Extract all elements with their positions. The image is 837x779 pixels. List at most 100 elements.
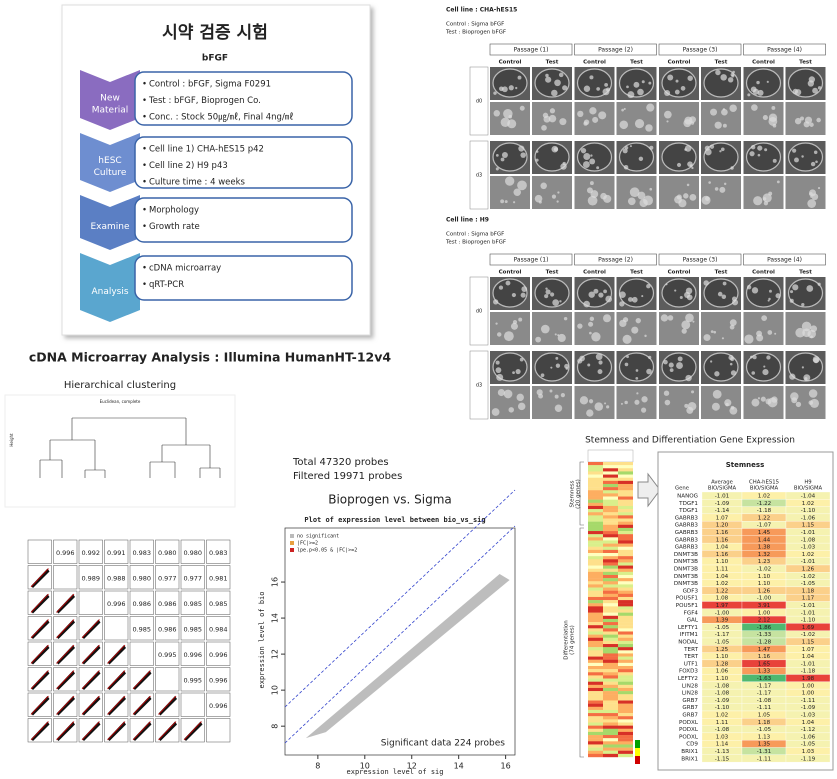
colony — [554, 79, 561, 87]
colony — [518, 145, 525, 152]
table-value: 1.35 — [758, 742, 771, 748]
step-box — [134, 197, 353, 243]
colony — [644, 334, 647, 338]
heatmap-cell — [588, 603, 603, 607]
heatmap-cell — [588, 490, 603, 494]
column-header: BIO/SIGMA — [750, 486, 779, 492]
heatmap-cell — [618, 490, 633, 494]
bullet: • — [142, 161, 147, 171]
colony — [556, 200, 559, 203]
mini-fit — [30, 644, 49, 664]
colony — [757, 397, 761, 400]
matrix-cell — [180, 565, 205, 590]
gene-name: UTF1 — [684, 661, 699, 667]
heatmap-cell — [603, 618, 618, 623]
colony — [583, 85, 591, 92]
heatmap-cell — [588, 662, 603, 667]
heatmap-cell — [588, 634, 603, 638]
group-label: (74 genes) — [570, 625, 576, 655]
column-label: Test — [799, 270, 812, 276]
heatmap-cell — [588, 672, 603, 676]
table-value: 1.05 — [758, 712, 771, 718]
colony — [721, 108, 728, 116]
heatmap-cell — [618, 728, 633, 733]
matrix-cell — [206, 641, 231, 666]
colony — [619, 301, 625, 307]
colony — [790, 290, 794, 294]
colony — [554, 404, 563, 412]
step-item: Culture time : 4 weeks — [149, 178, 246, 188]
matrix-cell — [180, 590, 205, 615]
colony — [583, 119, 590, 125]
colony — [548, 114, 557, 123]
heatmap-cell — [588, 537, 603, 541]
heatmap-cell — [618, 612, 633, 616]
table-value: 1.00 — [802, 691, 815, 697]
colony — [495, 167, 499, 171]
table-value: 1.03 — [802, 749, 815, 755]
colony — [597, 369, 603, 375]
heatmap-cell — [618, 725, 633, 729]
heatmap-cell — [603, 540, 618, 544]
colony — [497, 388, 505, 397]
heatmap-cell — [618, 600, 633, 604]
heatmap-cell — [618, 578, 633, 582]
colony — [719, 186, 726, 193]
heatmap-cell — [603, 574, 618, 579]
matrix-cell — [155, 616, 180, 641]
heatmap-cell — [603, 615, 618, 620]
colony — [729, 319, 737, 327]
heatmap-cell — [618, 684, 633, 689]
mini-fit — [158, 695, 177, 715]
table-value: -1.08 — [757, 698, 772, 704]
colony — [508, 85, 514, 91]
colony — [582, 161, 590, 169]
y-tick-label: 10 — [271, 685, 280, 695]
heatmap-cell — [603, 640, 618, 645]
column-header: CHA-hES15 — [749, 480, 779, 486]
mini-scatter — [133, 670, 152, 690]
colony — [792, 284, 799, 291]
heatmap-cell — [603, 549, 618, 554]
heatmap-cell — [588, 483, 603, 488]
mini-scatter — [133, 721, 152, 741]
heatmap-cell — [588, 553, 603, 557]
column-header: BIO/SIGMA — [708, 486, 737, 492]
heatmap-cell — [588, 477, 603, 482]
colony — [685, 287, 693, 295]
table-value: 1.26 — [758, 588, 771, 594]
heatmap-cell — [618, 537, 633, 541]
gene-name: CD9 — [686, 742, 698, 748]
heatmap-cell — [603, 672, 618, 676]
colony — [687, 75, 693, 81]
heatmap-cell — [603, 571, 618, 576]
colony — [689, 116, 697, 123]
column-label: Control — [752, 60, 775, 66]
correlation-value: 0.986 — [132, 600, 151, 608]
heatmap-cell — [603, 490, 618, 494]
colony — [586, 409, 594, 417]
colony — [800, 116, 804, 121]
heatmap-cell — [603, 728, 618, 733]
colony — [596, 166, 600, 170]
passage-label: Passage (4) — [767, 257, 802, 264]
colony — [730, 405, 735, 410]
bullet: • — [142, 96, 147, 106]
colony — [761, 315, 768, 322]
colony — [660, 314, 669, 322]
x-tick-label: 8 — [315, 762, 320, 771]
table-value: -1.22 — [757, 501, 771, 507]
heatmap-cell — [618, 713, 633, 717]
colony — [559, 118, 567, 126]
gene-name: IFITM1 — [680, 632, 699, 638]
matrix-cell — [104, 590, 129, 615]
heatmap-cell — [618, 722, 633, 726]
colony — [496, 373, 504, 381]
heatmap-cell — [588, 584, 603, 588]
heatmap-cell — [618, 521, 633, 525]
heatmap-cell — [603, 735, 618, 739]
colony — [563, 316, 568, 321]
colony — [540, 182, 547, 190]
heatmap-cell — [603, 687, 618, 692]
table-value: -1.08 — [715, 691, 730, 697]
